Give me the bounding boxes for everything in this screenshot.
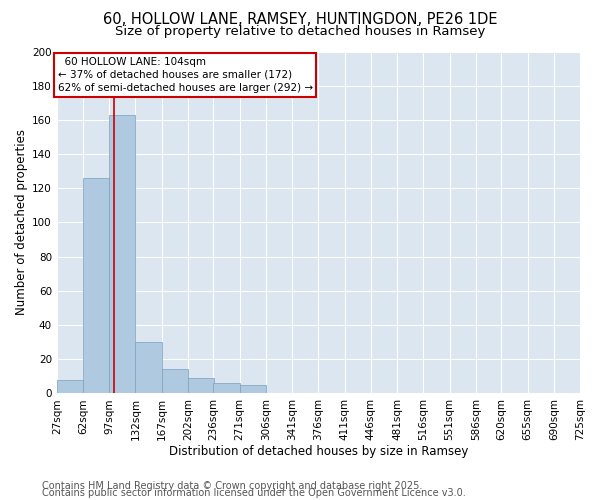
Bar bbox=[239, 385, 266, 394]
Text: 60, HOLLOW LANE, RAMSEY, HUNTINGDON, PE26 1DE: 60, HOLLOW LANE, RAMSEY, HUNTINGDON, PE2… bbox=[103, 12, 497, 28]
X-axis label: Distribution of detached houses by size in Ramsey: Distribution of detached houses by size … bbox=[169, 444, 468, 458]
Bar bbox=[57, 380, 83, 394]
Text: Contains HM Land Registry data © Crown copyright and database right 2025.: Contains HM Land Registry data © Crown c… bbox=[42, 481, 422, 491]
Y-axis label: Number of detached properties: Number of detached properties bbox=[15, 130, 28, 316]
Bar bbox=[83, 178, 109, 394]
Bar bbox=[109, 114, 136, 394]
Bar bbox=[162, 370, 188, 394]
Text: Contains public sector information licensed under the Open Government Licence v3: Contains public sector information licen… bbox=[42, 488, 466, 498]
Text: Size of property relative to detached houses in Ramsey: Size of property relative to detached ho… bbox=[115, 25, 485, 38]
Text: 60 HOLLOW LANE: 104sqm
← 37% of detached houses are smaller (172)
62% of semi-de: 60 HOLLOW LANE: 104sqm ← 37% of detached… bbox=[58, 56, 313, 93]
Bar bbox=[214, 383, 239, 394]
Bar bbox=[188, 378, 214, 394]
Bar bbox=[136, 342, 162, 394]
